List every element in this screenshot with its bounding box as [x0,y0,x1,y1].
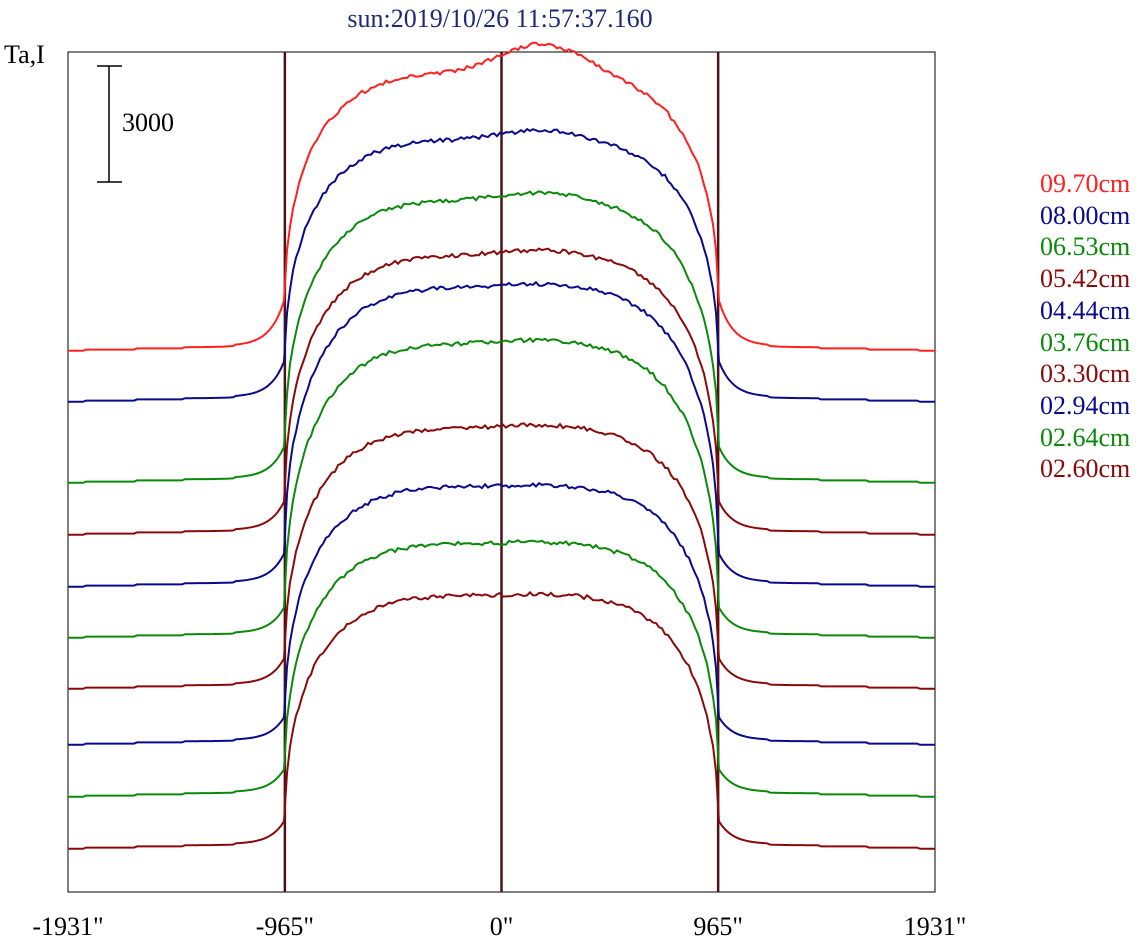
legend-item: 04.44cm [1040,295,1131,325]
series-line-03.76cm [68,337,935,639]
y-axis-label: Ta,I [4,40,45,69]
x-tick-label: 0" [490,912,514,941]
legend-item: 02.64cm [1040,422,1131,452]
legend-item: 06.53cm [1040,232,1131,262]
legend-item: 02.94cm [1040,390,1131,420]
series-lines [68,41,935,850]
scale-bar: 3000 [97,65,174,183]
legend-item: 03.30cm [1040,359,1131,389]
x-tick-label: -1931" [32,912,103,941]
x-tick-label: 965" [693,912,743,941]
legend-item: 05.42cm [1040,264,1131,294]
series-line-03.30cm [68,422,935,690]
series-line-02.94cm [68,481,935,746]
x-tick-labels: -1931" -965" 0" 965" 1931" [32,912,966,941]
scale-bar-label: 3000 [122,108,174,137]
x-tick-label: -965" [256,912,314,941]
series-line-09.70cm [68,41,935,352]
legend-item: 08.00cm [1040,200,1131,230]
series-line-08.00cm [68,127,935,403]
vertical-lines [283,52,720,892]
legend-item: 09.70cm [1040,169,1131,198]
series-line-02.64cm [68,539,935,798]
series-line-06.53cm [68,190,935,484]
series-line-05.42cm [68,247,935,536]
chart-title: sun:2019/10/26 11:57:37.160 [347,4,653,33]
series-line-04.44cm [68,280,935,588]
x-tick-label: 1931" [904,912,967,941]
legend: 09.70cm 08.00cm 06.53cm 05.42cm 04.44cm 03.76… [1040,168,1130,485]
legend-item: 02.60cm [1040,454,1131,484]
legend-item: 03.76cm [1040,327,1131,357]
series-line-02.60cm [68,590,935,850]
